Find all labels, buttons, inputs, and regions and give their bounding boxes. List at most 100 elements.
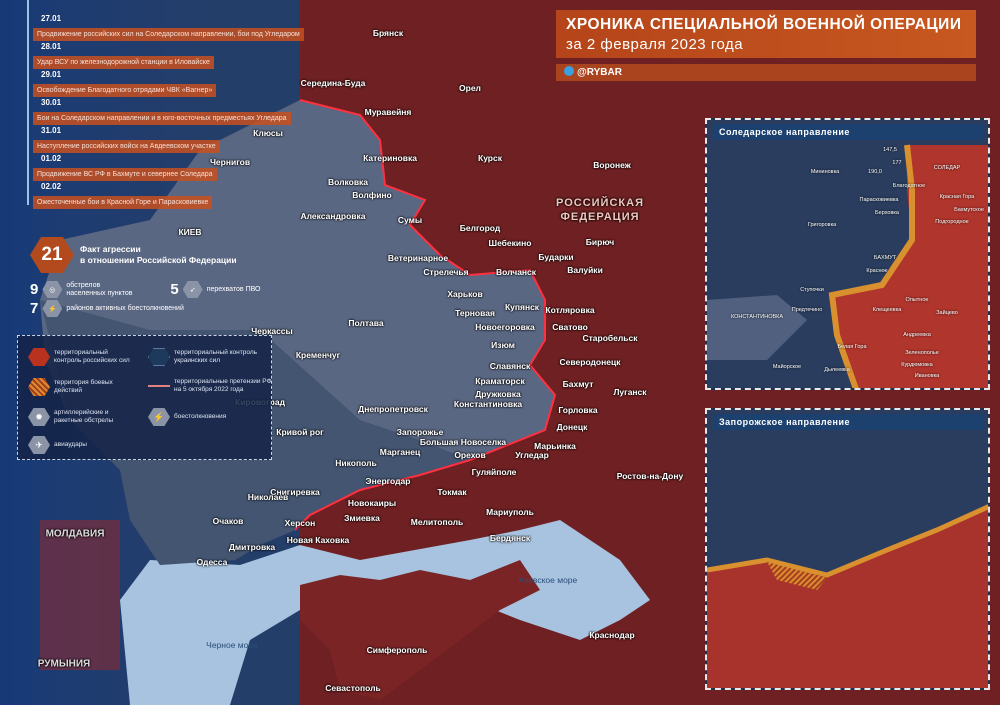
timeline-item: 28.01 Удар ВСУ по железнодорожной станции… xyxy=(33,42,214,69)
moldova-area xyxy=(40,520,120,670)
city-label: Валуйки xyxy=(567,265,603,275)
city-label: Клюсы xyxy=(253,128,283,138)
city-label: КИЕВ xyxy=(178,227,202,237)
brand-name: @RYBAR xyxy=(577,67,622,78)
claims-line-icon xyxy=(148,385,170,387)
airstrike-icon: ✈ xyxy=(28,436,50,454)
inset-title: Запорожское направление xyxy=(713,414,983,430)
city-label: Орехов xyxy=(454,450,486,460)
city-label: Донецк xyxy=(556,422,588,432)
city-label: Шебекино xyxy=(488,238,532,248)
russian-control-icon xyxy=(28,348,50,366)
inset-place-label: 177 xyxy=(892,160,902,166)
city-label: Сумы xyxy=(397,215,423,225)
legend-label: территориальные претензии РФ на 5 октябр… xyxy=(174,378,272,393)
inset-place-label: Благодатное xyxy=(892,183,926,189)
city-label: Орел xyxy=(459,83,481,93)
city-label: Краматорск xyxy=(475,376,525,386)
inset-place-label: КОНСТАНТИНОВКА xyxy=(730,314,784,320)
sea-label: Азовское море xyxy=(518,575,578,585)
city-label: Бахмут xyxy=(562,379,594,389)
city-label: Брянск xyxy=(372,28,404,38)
timeline-item: 27.01 Продвижение российских сил на Солед… xyxy=(33,14,304,41)
inset-place-label: 190,0 xyxy=(868,169,882,175)
city-label: Терновая xyxy=(455,308,495,318)
city-label: Середина-Буда xyxy=(300,78,366,88)
city-label: Харьков xyxy=(447,289,483,299)
city-label: Днепропетровск xyxy=(358,404,428,414)
city-label: Воронеж xyxy=(593,160,631,170)
legend-label: авиаудары xyxy=(54,441,87,448)
city-label: Северодонецк xyxy=(559,357,621,367)
city-label: Токмак xyxy=(437,487,467,497)
city-label: Котляровка xyxy=(545,305,595,315)
inset-place-label: Предтечино xyxy=(791,307,823,313)
country-label: МОЛДАВИЯ xyxy=(45,528,105,540)
country-label: РУМЫНИЯ xyxy=(37,658,91,670)
page-subtitle: за 2 февраля 2023 года xyxy=(566,36,744,53)
city-label: Ветеринарное xyxy=(387,253,449,263)
city-label: Новокаиры xyxy=(347,498,397,508)
page-title: ХРОНИКА СПЕЦИАЛЬНОЙ ВОЕННОЙ ОПЕРАЦИИ xyxy=(566,16,962,33)
clashes-count: 7 xyxy=(30,300,39,317)
timeline-date: 30.01 xyxy=(41,98,62,107)
inset-place-label: Парасковиевка xyxy=(859,197,899,203)
timeline-date: 28.01 xyxy=(41,42,62,51)
inset-place-label: Курдюмовка xyxy=(901,362,933,368)
timeline-text: Бои на Соледарском направлении и в юго-в… xyxy=(33,112,291,125)
timeline-text: Удар ВСУ по железнодорожной станции в Ил… xyxy=(33,56,214,69)
inset-place-label: Ступочки xyxy=(800,287,824,293)
inset-place-label: 147,5 xyxy=(883,147,897,153)
timeline-item: 31.01 Наступление российских войск на Авд… xyxy=(33,126,220,153)
city-label: Гуляйполе xyxy=(471,467,517,477)
city-label: Славянск xyxy=(489,361,531,371)
inset-place-label: Майорское xyxy=(772,364,802,370)
city-label: Новая Каховка xyxy=(286,535,350,545)
region-label-line: РОССИЙСКАЯ xyxy=(556,197,644,209)
city-label: Севастополь xyxy=(325,683,381,693)
city-label: Никополь xyxy=(335,458,377,468)
city-label: Мариуполь xyxy=(486,507,534,517)
inset-place-label: Мининовка xyxy=(810,169,840,175)
air-defense-icon: ➶ xyxy=(182,281,203,298)
crimea xyxy=(300,560,540,700)
combat-zone-line xyxy=(828,144,915,388)
city-label: Катериновка xyxy=(363,153,417,163)
timeline-item: 29.01 Освобождение Благодатного отрядами … xyxy=(33,70,217,97)
city-label: Дружковка xyxy=(475,389,521,399)
city-label: Бердянск xyxy=(489,533,531,543)
city-label: Змиевка xyxy=(344,513,380,523)
city-label: Бирюч xyxy=(585,237,615,247)
inset-place-label: БАХМУТ xyxy=(873,255,897,261)
timeline-date: 02.02 xyxy=(41,182,62,191)
city-label: Луганск xyxy=(613,387,647,397)
inset-place-label: Зеленополье xyxy=(905,350,939,356)
brand: @RYBAR xyxy=(556,64,976,81)
city-label: Стрелечья xyxy=(423,267,469,277)
inset-place-label: Дылеевка xyxy=(824,367,850,373)
target-icon: ◎ xyxy=(42,281,63,298)
inset-place-label: СОЛЕДАР xyxy=(933,165,961,171)
inset-place-label: Опытное xyxy=(905,297,929,303)
city-label: Большая Новоселка xyxy=(419,437,507,447)
city-label: Горловка xyxy=(558,405,598,415)
city-label: Чернигов xyxy=(209,157,251,167)
lightning-icon: ⚡ xyxy=(42,300,63,317)
city-label: Волчанск xyxy=(495,267,537,277)
city-label: Дмитровка xyxy=(228,542,276,552)
sea-label: Черное море xyxy=(206,640,258,650)
inset-place-label: Красное xyxy=(866,268,888,274)
total-label: в отношении Российской Федерации xyxy=(80,255,237,265)
city-label: Изюм xyxy=(491,340,515,350)
air-defense-count: 5 xyxy=(170,281,179,298)
timeline-text: Продвижение российских сил на Соледарско… xyxy=(33,28,304,41)
timeline-date: 27.01 xyxy=(41,14,62,23)
legend-label: территориальный контроль украинских сил xyxy=(174,349,258,364)
russian-control-area xyxy=(832,145,988,388)
header: ХРОНИКА СПЕЦИАЛЬНОЙ ВОЕННОЙ ОПЕРАЦИИ за … xyxy=(556,10,976,58)
telegram-icon xyxy=(564,66,574,76)
city-label: Кременчуг xyxy=(295,350,341,360)
russian-control-area xyxy=(707,506,988,688)
city-label: Одесса xyxy=(196,557,228,567)
timeline-item: 30.01 Бои на Соледарском направлении и в … xyxy=(33,98,291,125)
